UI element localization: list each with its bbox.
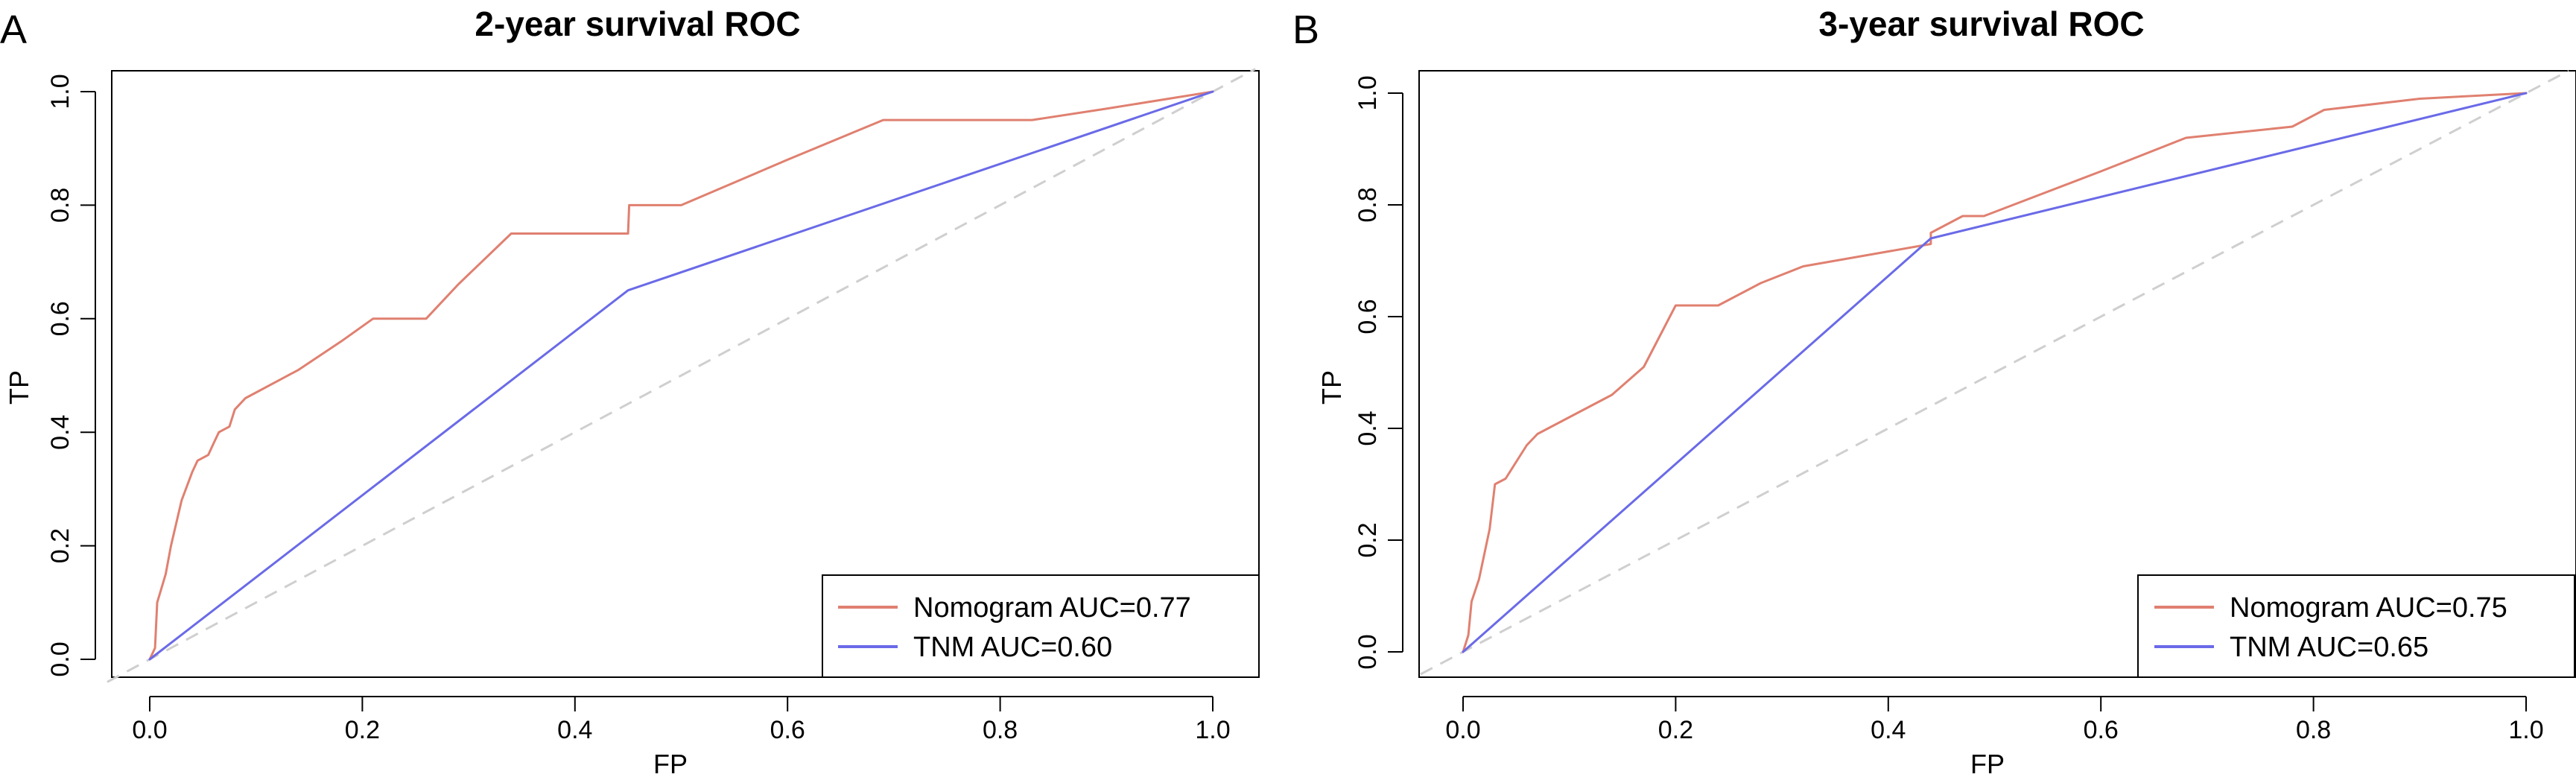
panel-a-y-tick-label: 0.4 [46,415,74,450]
panel-b-series-tnm-line [1462,92,2528,653]
panel-b-x-tick-label: 0.4 [1871,716,1906,744]
panel-b-y-tick-label: 0.2 [1354,522,1382,557]
panel-a-x-tick-label: 0.2 [345,716,380,744]
panel-a-x-axis-label: FP [653,749,688,779]
panel-b: B 3-year survival ROC 0.0 0.2 0.4 0.6 0.8 1.0… [1292,4,2576,779]
panel-a-legend-label-nomogram: Nomogram AUC=0.77 [913,592,1191,624]
panel-b-series-nomogram-line [1462,92,2528,653]
panel-b-x-axis: 0.0 0.2 0.4 0.6 0.8 1.0 [1445,696,2544,744]
panel-a-x-tick-label: 1.0 [1195,716,1230,744]
panel-a-label: A [0,7,27,52]
panel-b-legend: Nomogram AUC=0.75 TNM AUC=0.65 [2137,574,2575,678]
panel-b-y-tick-label: 0.4 [1354,410,1382,446]
panel-b-label: B [1292,7,1319,52]
panel-a-plot-frame [111,70,1260,678]
panel-b-x-tick-label: 0.2 [1658,716,1693,744]
panel-a-legend: Nomogram AUC=0.77 TNM AUC=0.60 [822,574,1260,678]
panel-a-y-tick-label: 0.8 [46,188,74,223]
panel-a-legend-box [822,574,1260,678]
panel-a-y-tick-label: 0.0 [46,641,74,676]
panel-b-reference-diagonal [1420,69,2569,676]
panel-a-title: 2-year survival ROC [475,4,800,43]
panel-b-y-tick-label: 1.0 [1354,75,1382,110]
panel-b-x-axis-label: FP [1970,749,2005,779]
panel-a-reference-diagonal [107,68,1256,683]
panel-a-y-tick-label: 0.2 [46,528,74,563]
panel-b-x-tick-label: 0.8 [2296,716,2331,744]
panel-b-y-axis-label: TP [1316,370,1347,405]
panel-a-legend-label-tnm: TNM AUC=0.60 [913,632,1112,663]
panel-b-legend-label-nomogram: Nomogram AUC=0.75 [2230,592,2507,624]
panel-b-x-tick-label: 0.0 [1445,716,1480,744]
panel-b-y-tick-label: 0.0 [1354,634,1382,669]
panel-b-plot-frame [1418,70,2576,678]
panel-a-y-axis: 0.0 0.2 0.4 0.6 0.8 1.0 [46,74,96,677]
panel-a-y-tick-label: 0.6 [46,301,74,336]
panel-a-x-tick-label: 0.8 [983,716,1018,744]
panel-a: A 2-year survival ROC 0.0 0.2 0.4 0.6 0.8 1.0… [0,4,1260,779]
panel-a-series-tnm-line [148,90,1214,661]
panel-a-x-tick-label: 0.6 [770,716,805,744]
panel-a-series-nomogram-line [148,90,1214,661]
panel-a-x-tick-label: 0.4 [557,716,592,744]
panel-b-legend-box [2137,574,2575,678]
panel-b-y-tick-label: 0.6 [1354,299,1382,334]
panel-b-title: 3-year survival ROC [1818,4,2144,43]
panel-b-legend-label-tnm: TNM AUC=0.65 [2230,632,2429,663]
panel-a-x-tick-label: 0.0 [132,716,167,744]
panel-b-y-axis: 0.0 0.2 0.4 0.6 0.8 1.0 [1354,75,1403,670]
panel-a-y-tick-label: 1.0 [46,74,74,109]
panel-b-x-tick-label: 1.0 [2508,716,2543,744]
panel-a-y-axis-label: TP [4,370,34,405]
panel-b-y-tick-label: 0.8 [1354,187,1382,222]
panel-a-x-axis: 0.0 0.2 0.4 0.6 0.8 1.0 [132,696,1231,744]
panel-b-x-tick-label: 0.6 [2084,716,2119,744]
